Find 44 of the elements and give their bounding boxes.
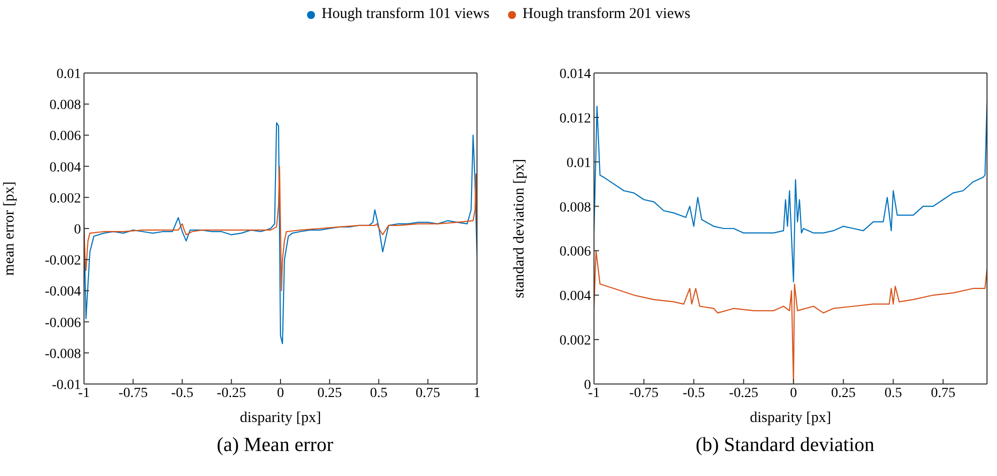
y-tick-label: -0.006 — [44, 316, 81, 331]
y-axis-title: standard deviation [px] — [511, 158, 528, 298]
y-tick-label: -0.01 — [52, 378, 81, 393]
x-tick-label: 0.25 — [831, 386, 856, 401]
x-tick-label: 0 — [277, 386, 284, 401]
x-tick-label: 1 — [474, 386, 480, 401]
x-tick-label: -0.75 — [629, 386, 658, 401]
y-tick-label: 0.002 — [560, 334, 591, 349]
text: (a) Mean error — [216, 434, 334, 457]
y-tick-label: -0.008 — [44, 346, 81, 362]
legend-label: Hough transform 201 views — [522, 6, 690, 23]
x-tick-label: -1 — [78, 386, 90, 401]
y-tick-label: 0.012 — [560, 111, 591, 126]
x-axis-title: disparity [px] — [750, 410, 832, 426]
x-tick-label: -0.5 — [171, 386, 194, 401]
y-tick-label: -0.002 — [44, 254, 81, 269]
y-tick-label: 0.014 — [560, 66, 591, 82]
line-series — [84, 122, 477, 344]
x-tick-label: 0 — [790, 386, 797, 401]
y-tick-label: 0.002 — [50, 191, 81, 206]
y-tick-label: 0.01 — [56, 66, 81, 82]
x-tick-label: 0.75 — [416, 386, 440, 401]
y-axis-title: mean error [px] — [1, 181, 18, 276]
y-tick-label: 0.006 — [560, 244, 591, 260]
line-series — [84, 166, 477, 292]
y-tick-label: 0.004 — [560, 289, 591, 304]
x-tick-label: 0.75 — [930, 386, 956, 401]
x-tick-label: 0.5 — [884, 386, 902, 401]
x-tick-label: 0.5 — [370, 386, 388, 401]
x-tick-label: -0.75 — [118, 386, 148, 401]
x-tick-label: -0.5 — [682, 386, 705, 401]
y-tick-label: 0.008 — [50, 98, 81, 114]
y-tick-label: 0.008 — [560, 200, 591, 216]
x-tick-label: 0.25 — [317, 386, 342, 401]
x-tick-label: -0.25 — [729, 386, 758, 401]
y-tick-label: 0.004 — [50, 160, 81, 176]
y-tick-label: -0.004 — [44, 284, 81, 300]
x-axis-title: disparity [px] — [240, 410, 322, 426]
legend-label: Hough transform 101 views — [322, 6, 490, 23]
y-tick-label: 0.01 — [566, 156, 591, 171]
y-tick-label: 0 — [74, 222, 81, 238]
text: (b) Standard deviation — [694, 434, 876, 457]
y-tick-label: 0.006 — [50, 129, 81, 144]
x-tick-label: -0.25 — [216, 386, 246, 401]
